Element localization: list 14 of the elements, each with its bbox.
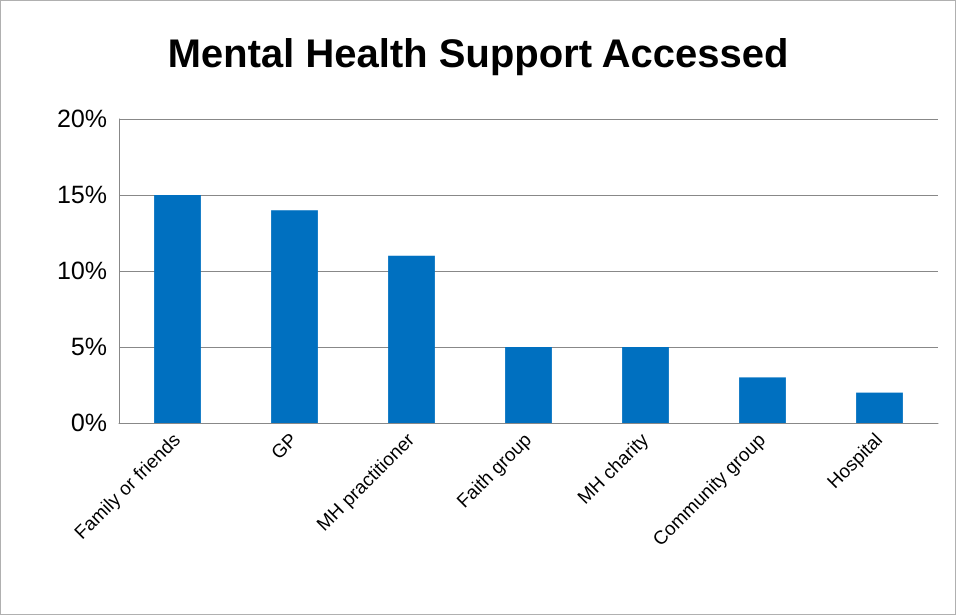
x-tick-label: GP (268, 430, 302, 464)
bar (505, 347, 552, 423)
y-tick-label: 5% (70, 333, 107, 361)
bar (271, 210, 318, 423)
chart-title: Mental Health Support Accessed (168, 32, 788, 76)
bar (739, 377, 786, 423)
bar (154, 195, 201, 423)
bar (622, 347, 669, 423)
bar (856, 392, 903, 423)
y-tick-label: 20% (56, 105, 107, 133)
bar (388, 256, 435, 423)
y-tick-label: 15% (56, 181, 107, 209)
y-tick-label: 10% (56, 257, 107, 285)
y-tick-label: 0% (70, 409, 107, 437)
